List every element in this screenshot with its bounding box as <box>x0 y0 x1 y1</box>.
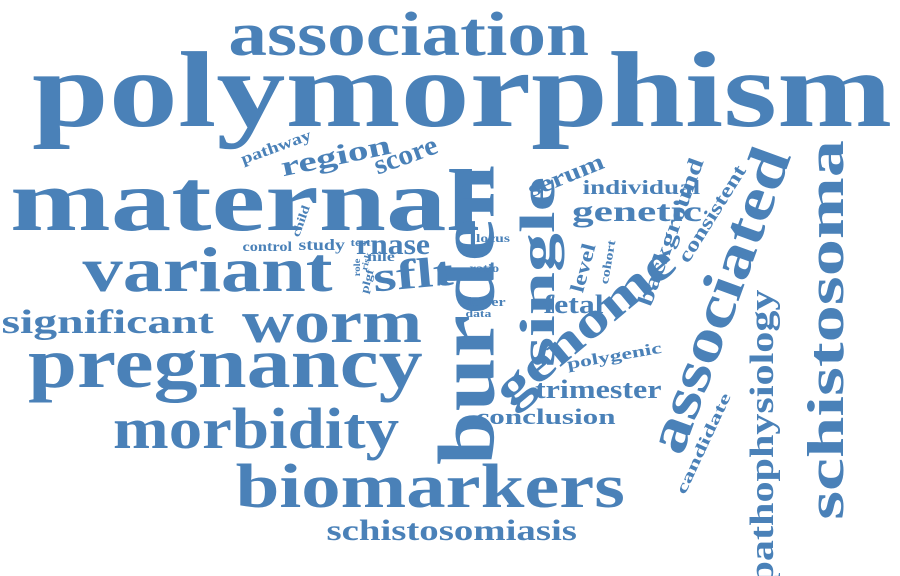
word-association: association <box>227 1 589 69</box>
word-test: test <box>350 238 370 249</box>
word-schistosoma: schistosoma <box>797 140 855 520</box>
word-polymorphism: polymorphism <box>31 31 893 150</box>
word-worm: worm <box>242 289 422 355</box>
word-variant: variant <box>82 234 333 305</box>
word-rnase: rnase <box>356 228 430 261</box>
word-study: study <box>297 237 345 254</box>
word-individual: individual <box>582 177 700 199</box>
word-ratio: ratio <box>469 261 499 275</box>
word-significant: significant <box>0 304 214 341</box>
word-pathophysiology: pathophysiology <box>744 289 782 576</box>
word-genetic: genetic <box>572 195 702 228</box>
word-data: data <box>465 307 491 320</box>
word-maternal: maternal <box>10 153 481 250</box>
word-conclusion: conclusion <box>475 404 616 429</box>
word-lower: lower <box>466 293 506 309</box>
word-morbidity: morbidity <box>113 396 400 461</box>
word-pregnancy: pregnancy <box>27 323 423 403</box>
word-biomarkers: biomarkers <box>235 453 625 521</box>
word-control: control <box>242 240 292 255</box>
word-fetal: fetal <box>543 290 604 319</box>
word-trimester: trimester <box>534 375 662 404</box>
word-nile: nile <box>367 250 395 265</box>
word-schistosomiasis: schistosomiasis <box>325 514 577 547</box>
word-locus: locus <box>475 231 511 245</box>
